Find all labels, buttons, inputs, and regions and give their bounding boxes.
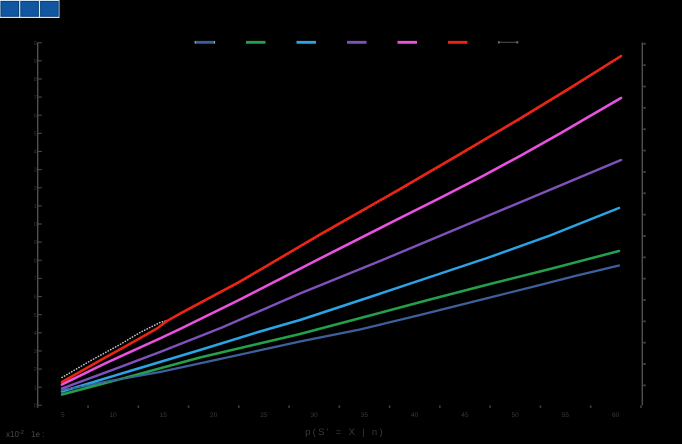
svg-text:25: 25 (260, 412, 268, 419)
svg-text:9: 9 (34, 59, 37, 65)
svg-text:7: 7 (34, 276, 37, 282)
svg-text:p(S' = X | n): p(S' = X | n) (305, 427, 385, 438)
svg-text:5: 5 (34, 131, 37, 137)
svg-text:1: 1 (34, 385, 37, 391)
svg-text:2: 2 (34, 367, 37, 373)
svg-text:5: 5 (34, 313, 37, 319)
svg-text:55: 55 (562, 412, 570, 419)
svg-text:45: 45 (461, 412, 469, 419)
svg-text:0: 0 (34, 41, 37, 47)
svg-text:10: 10 (109, 412, 117, 419)
svg-text:0: 0 (34, 222, 37, 228)
svg-text:1e :: 1e : (31, 430, 44, 439)
svg-text:0: 0 (34, 403, 37, 409)
svg-text:4: 4 (34, 331, 37, 337)
svg-text:50: 50 (512, 412, 520, 419)
svg-text:2: 2 (34, 186, 37, 192)
svg-text:6: 6 (34, 295, 37, 301)
svg-text:5: 5 (61, 412, 65, 419)
svg-text:3: 3 (34, 168, 37, 174)
svg-text:6: 6 (34, 113, 37, 119)
svg-text:8: 8 (34, 77, 37, 83)
svg-text:35: 35 (361, 412, 369, 419)
svg-text:3: 3 (34, 349, 37, 355)
svg-text:30: 30 (310, 412, 318, 419)
svg-text:9: 9 (34, 240, 37, 246)
svg-text:20: 20 (210, 412, 218, 419)
svg-text:7: 7 (34, 95, 37, 101)
svg-text:1: 1 (34, 204, 37, 210)
svg-text:15: 15 (160, 412, 168, 419)
svg-text:8: 8 (34, 258, 37, 264)
svg-text:x10-2: x10-2 (6, 430, 24, 439)
svg-text:60: 60 (612, 412, 620, 419)
svg-text:40: 40 (411, 412, 419, 419)
svg-text:4: 4 (34, 150, 37, 156)
